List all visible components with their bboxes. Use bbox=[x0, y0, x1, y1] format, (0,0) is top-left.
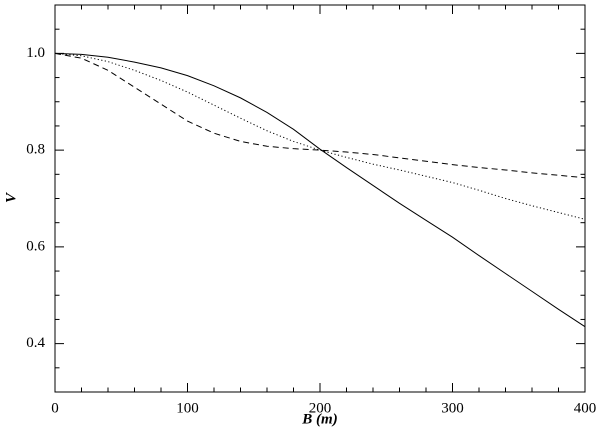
x-tick-label: 200 bbox=[309, 400, 332, 416]
x-tick-label: 400 bbox=[574, 400, 597, 416]
x-tick-label: 100 bbox=[176, 400, 199, 416]
y-tick-label: 0.8 bbox=[26, 142, 45, 158]
data-line bbox=[54, 52, 586, 328]
x-tick-label: 300 bbox=[441, 400, 464, 416]
x-axis-title: B (m) bbox=[301, 411, 337, 427]
data-line bbox=[54, 52, 586, 220]
y-tick-label: 1.0 bbox=[26, 45, 45, 61]
data-line bbox=[54, 52, 586, 179]
y-axis-title: V bbox=[3, 191, 19, 203]
y-tick-label: 0.4 bbox=[26, 335, 45, 351]
x-tick-label: 0 bbox=[51, 400, 59, 416]
y-tick-label: 0.6 bbox=[26, 238, 45, 254]
